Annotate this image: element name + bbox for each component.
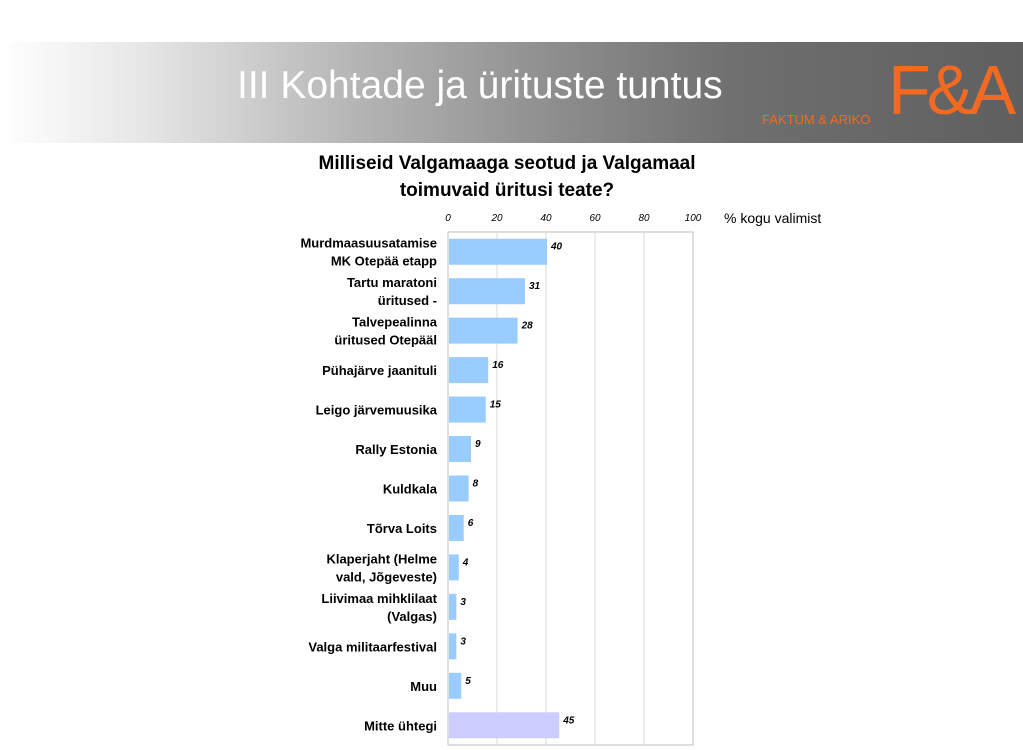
data-label: 8 [473,479,479,490]
category-label: Muu [410,679,437,694]
data-label: 16 [492,360,504,371]
category-label-line: Rally Estonia [355,442,437,457]
data-label: 3 [460,636,466,647]
category-label-line: üritused - [378,293,437,308]
data-label: 3 [460,597,466,608]
category-label: Leigo järvemuusika [316,403,438,418]
category-label: Valga militaarfestival [308,639,437,654]
x-tick-label: 40 [540,213,552,224]
bar [449,238,547,265]
x-tick-label: 80 [638,213,650,224]
x-tick-label: 20 [490,213,503,224]
category-label-line: Tartu maratoni [347,275,437,290]
category-label: Mitte ühtegi [364,718,437,733]
category-label: Liivimaa mihklilaat (Valgas) [321,591,437,624]
bar [449,593,457,620]
slide-title: III Kohtade ja ürituste tuntus [237,64,723,107]
category-label-line: Pühajärve jaanituli [322,363,437,378]
bar [449,514,464,541]
bar [449,633,457,660]
category-label-line: vald, Jõgeveste) [336,569,437,584]
category-label: Talvepealinna üritused Otepääl [334,315,437,348]
data-label: 15 [490,400,502,411]
category-label-line: Muu [410,679,437,694]
category-label-line: Klaperjaht (Helme [326,551,437,566]
bar [449,317,518,344]
plot-frame [447,231,694,746]
data-label: 5 [465,676,471,687]
x-axis-label: % kogu valimist [724,210,822,226]
category-label: Tartu maratoni üritused - [347,275,437,308]
category-label-line: MK Otepää etapp [331,254,437,269]
bar [449,475,469,502]
category-label: Pühajärve jaanituli [322,363,437,378]
data-label: 45 [562,715,575,726]
x-tick-label: 60 [589,213,601,224]
x-tick-label: 100 [685,213,702,224]
x-tick-label: 0 [445,213,451,224]
category-label-line: Tõrva Loits [367,521,437,536]
category-label-line: Leigo järvemuusika [316,403,438,418]
category-label-line: Liivimaa mihklilaat [321,591,437,606]
bar [449,712,560,739]
category-label: Tõrva Loits [367,521,437,536]
data-label: 31 [529,281,541,292]
data-label: 40 [550,242,563,253]
bar [449,357,489,384]
chart-title: Milliseid Valgamaaga seotud ja Valgamaal… [318,153,696,201]
category-label-line: Valga militaarfestival [308,639,437,654]
data-label: 6 [468,518,474,529]
bar [449,396,486,423]
brand-logo: F&A [888,51,1016,129]
header-banner: III Kohtade ja ürituste tuntus F&A FAKTU… [0,42,1023,143]
category-label-line: (Valgas) [387,609,437,624]
data-label: 28 [521,321,534,332]
category-label: Rally Estonia [355,442,437,457]
data-label: 4 [462,557,469,568]
bar [449,554,459,581]
category-label: Murdmaasuusatamise MK Otepää etapp [300,236,437,269]
category-label: Klaperjaht (Helme vald, Jõgeveste) [326,551,437,584]
bar [449,672,462,699]
data-label: 9 [475,439,481,450]
category-label-line: Murdmaasuusatamise [300,236,437,251]
bar [449,278,525,305]
category-label: Kuldkala [383,482,438,497]
category-label-line: Mitte ühtegi [364,718,437,733]
bar [449,436,472,463]
brand-name: FAKTUM & ARIKO [762,112,871,127]
category-label-line: Kuldkala [383,482,438,497]
category-label-line: Talvepealinna [352,315,438,330]
category-label-line: üritused Otepääl [334,333,437,348]
